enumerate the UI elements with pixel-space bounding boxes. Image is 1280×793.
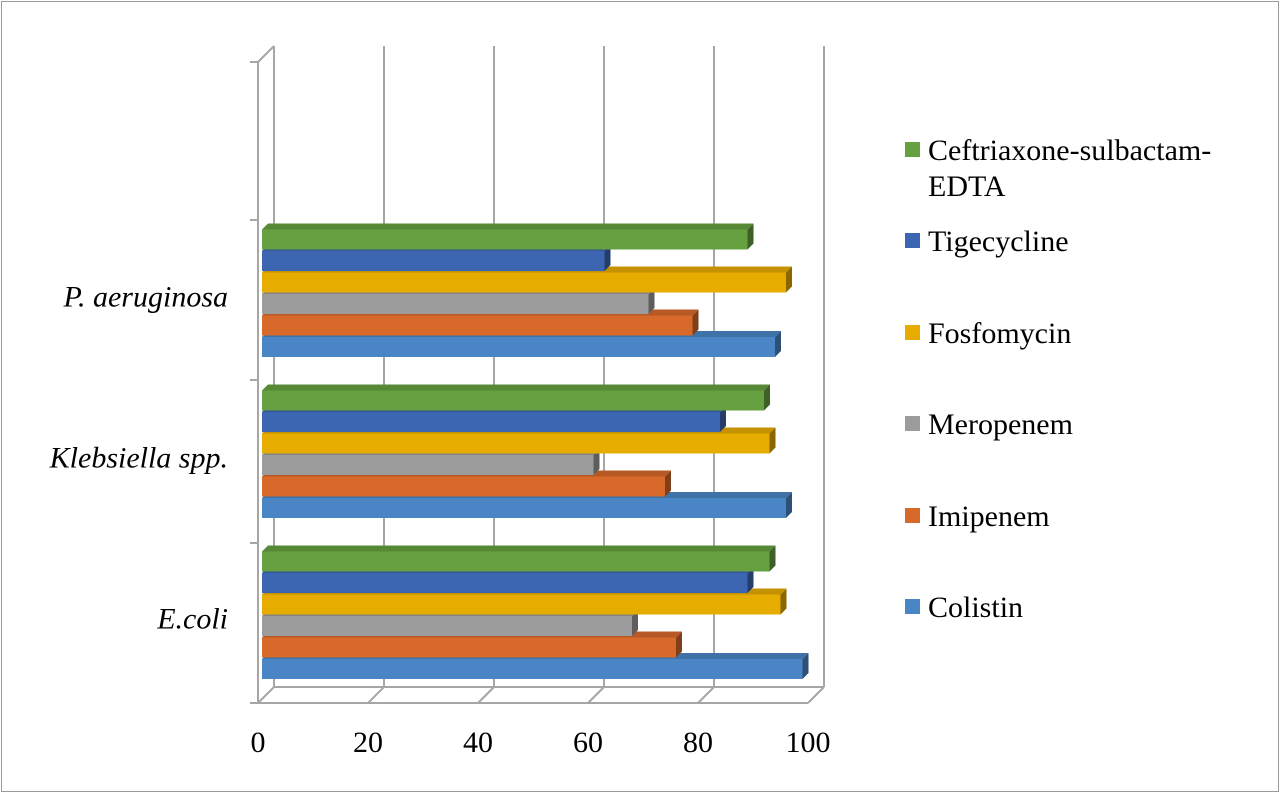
category-label: Klebsiella spp.	[49, 442, 228, 475]
legend-swatch	[905, 416, 920, 431]
floor-gridline	[367, 686, 385, 704]
x-tick-label: 60	[573, 726, 603, 759]
x-tick-label: 0	[251, 726, 266, 759]
bar	[262, 545, 776, 572]
legend-label-line2: EDTA	[928, 170, 1006, 203]
legend-label: Meropenem	[928, 408, 1073, 441]
floor-gridline	[807, 686, 825, 704]
x-tick-label: 20	[353, 726, 383, 759]
legend-label: Imipenem	[928, 500, 1050, 533]
x-tick-label: 40	[463, 726, 493, 759]
floor-gridline	[587, 686, 605, 704]
floor-gridline	[257, 686, 275, 704]
x-tick-label: 100	[786, 726, 831, 759]
legend-swatch	[905, 325, 920, 340]
legend-label: Tigecycline	[928, 225, 1069, 258]
bar	[262, 223, 754, 250]
legend-swatch	[905, 233, 920, 248]
legend-label: Fosfomycin	[928, 317, 1071, 350]
x-tick-label: 80	[683, 726, 713, 759]
floor-gridline	[477, 686, 495, 704]
legend-label: Colistin	[928, 591, 1023, 624]
legend-label: Ceftriaxone-sulbactam-	[928, 134, 1211, 167]
legend-swatch	[905, 508, 920, 523]
legend-swatch	[905, 599, 920, 614]
wall-top-edge	[257, 45, 275, 63]
category-label: E.coli	[156, 603, 228, 636]
bar	[262, 384, 770, 411]
floor-gridline	[697, 686, 715, 704]
category-label: P. aeruginosa	[63, 281, 228, 314]
legend-swatch	[905, 142, 920, 157]
